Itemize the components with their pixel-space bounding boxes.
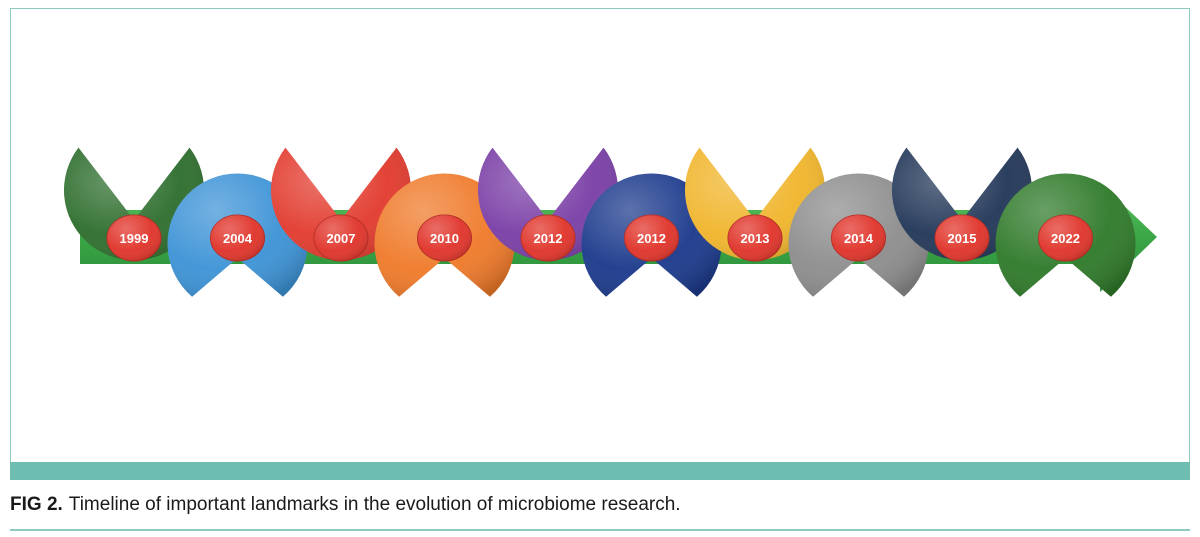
pin-text-line: 2004) [222, 371, 253, 385]
pin-text-line: of microbial [410, 329, 480, 343]
pin-text-line: sequencer [517, 63, 579, 77]
year-marker-4: 2012 [520, 214, 576, 262]
pin-text-line: (Venter et al, [201, 357, 274, 371]
year-label: 2013 [741, 231, 770, 246]
year-marker-shine [210, 215, 265, 261]
pin-text-line: HiSeq X Ten [823, 329, 894, 343]
year-marker-shine [624, 215, 679, 261]
pin-text-line: (Key instrument in [805, 357, 913, 371]
year-marker-shine [417, 215, 472, 261]
figure-caption: FIG 2. Timeline of important landmarks in… [10, 494, 1190, 516]
year-marker-7: 2014 [831, 214, 886, 262]
year-marker-shine [935, 215, 989, 261]
pin-text-line: genome shotgun [188, 329, 287, 343]
pin-text-line: generate up to [1023, 371, 1108, 385]
pin-text-line: of microbial [720, 84, 790, 98]
pin-text-line: et al, 2024) [931, 126, 994, 140]
pin-text-line: rRNA [118, 126, 150, 140]
pin-text-line: the lower [418, 357, 472, 371]
year-marker-3: 2010 [417, 214, 472, 262]
year-marker-shine [521, 215, 575, 261]
pin-text-line: communities using [699, 98, 811, 112]
pin-text-line: diversity of the [608, 336, 696, 350]
pin-text-line: Environmental [195, 315, 280, 329]
pin-text-line: (Currently marketed [490, 91, 607, 105]
pin-text-line: Illumina launched [807, 315, 911, 329]
year-marker-2: 2007 [313, 214, 369, 262]
year-label: 2014 [844, 231, 874, 246]
pin-text-line: published fecal [89, 84, 179, 98]
pin-text-line: characterization [397, 315, 491, 329]
pin-text-line: in molecular [512, 134, 585, 148]
year-markers: 1999 2004 2007 2010 2012 2012 2013 2014 2015 2022 [106, 214, 1093, 262]
pin-text-line: function and [615, 322, 689, 336]
pin-text-line: NGS) [843, 371, 874, 385]
pin-text-line: 16 Tb data per [1024, 386, 1108, 400]
pin-text-line: NovaSeq X series [1014, 300, 1117, 314]
pin-text-line: Structure, [622, 308, 680, 322]
pin-text-line: Langille et al, [716, 126, 794, 140]
pin-text-line: Discovery and [402, 300, 486, 314]
pin-text-line: community in [405, 343, 485, 357]
pin-text-line: Illumina [1042, 286, 1089, 300]
year-marker-shine [314, 215, 368, 261]
pin-text-line: and a key machine [493, 119, 603, 133]
year-marker-shine [107, 215, 161, 261]
year-label: 2004 [223, 231, 253, 246]
pin-text-line: approximately [1024, 329, 1108, 343]
caption-rule [10, 529, 1190, 531]
year-marker-1: 2004 [210, 214, 265, 262]
year-label: 2010 [430, 231, 459, 246]
year-label: 1999 [120, 231, 149, 246]
year-marker-shine [728, 215, 782, 261]
pin-text-line: DNA sequencer [813, 343, 904, 357]
pin-text-line: 16S rRNA [727, 112, 784, 126]
year-label: 2012 [534, 231, 563, 246]
year-label: 2012 [637, 231, 666, 246]
pin-text-line: 20,000 genomes/ [1016, 343, 1115, 357]
year-marker-6: 2013 [727, 214, 783, 262]
pin-text-line: Ion Torrent [516, 48, 580, 62]
year-marker-9: 2022 [1038, 214, 1093, 262]
pin-text-line: healthy human [608, 350, 695, 364]
pin-text-line: microbiome [617, 364, 687, 378]
figure-caption-text: Timeline of important landmarks in the e… [68, 494, 681, 515]
pin-text-line: 2015-2020 [933, 70, 992, 84]
pin-text-line: 2013) [739, 141, 770, 155]
pin-text-line: Human [320, 84, 362, 98]
pin-text-line: sequencing [203, 343, 271, 357]
figure-label: FIG 2. [10, 494, 63, 515]
year-marker-0: 1999 [106, 214, 162, 262]
pin-text-line: introduced in 2012 [494, 77, 603, 91]
year-marker-5: 2012 [624, 214, 679, 262]
pin-text-line: year and [1040, 357, 1091, 371]
year-label: 2007 [327, 231, 356, 246]
pin-text-line: functional profiling [699, 70, 810, 84]
pin-text-line: analysis using 16s [80, 112, 189, 126]
year-label: 2022 [1051, 231, 1080, 246]
pin-text-line: diagnosis) [517, 148, 579, 162]
pin-text-line: al, 2010) [420, 386, 469, 400]
pin-text-line: by Thermo Fishers [493, 105, 603, 119]
year-marker-shine [1038, 215, 1093, 261]
pin-text-line: run) [1054, 400, 1078, 414]
pin-text-line: Suau et al, 1999 [88, 70, 180, 84]
year-label: 2015 [948, 231, 977, 246]
pin-text-line: Predictive [726, 55, 785, 69]
pin-text-line: (HMPC, 2012) [612, 379, 691, 393]
year-marker-shine [831, 215, 886, 261]
pin-text-line: Association of [920, 84, 1006, 98]
figure-bottom-band [10, 462, 1190, 480]
pin-text-line: (Can sequence [1022, 315, 1110, 329]
pin-text-line: Project (HMP) [301, 112, 382, 126]
pin-text-line: airways (Hilty et [398, 371, 492, 385]
pin-text-line: lung cancer (Belaid [905, 112, 1018, 126]
pin-text-line: microbiota with [917, 98, 1008, 112]
pin-text-line: Microbiome [306, 98, 375, 112]
pin-text-line: microbiome [99, 98, 169, 112]
year-marker-8: 2015 [934, 214, 990, 262]
